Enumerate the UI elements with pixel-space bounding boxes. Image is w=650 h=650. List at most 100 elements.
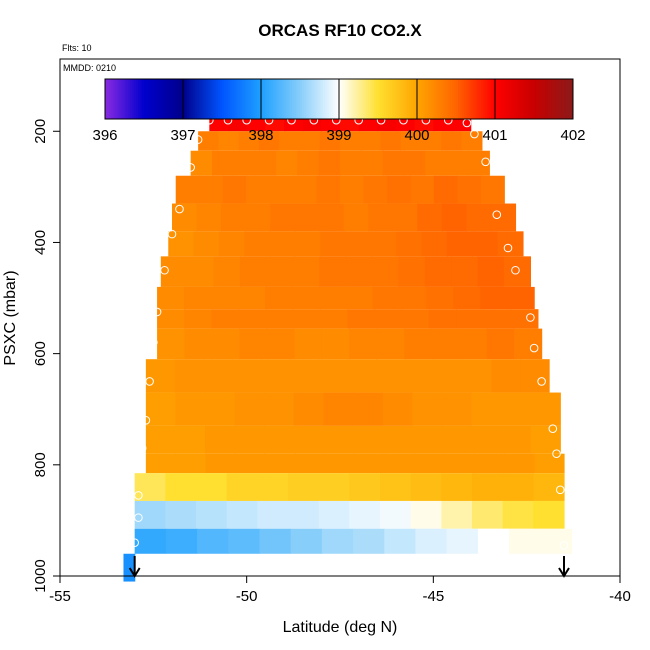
heatmap-cell [165,500,197,529]
y-tick-label: 400 [32,230,49,255]
sample-point [152,307,162,317]
colorbar-cell [350,79,354,119]
colorbar-cell [177,79,180,119]
colorbar-cell [368,79,371,119]
heatmap-cell [325,453,356,474]
colorbar-cell [366,79,369,119]
colorbar-cell [286,79,289,119]
colorbar-cell [426,79,430,119]
heatmap-cell [276,150,298,176]
heatmap-cell [392,203,418,232]
colorbar-cell [270,79,274,119]
colorbar-cell [278,79,281,119]
colorbar-cell [116,79,120,119]
colorbar-cell [537,79,541,119]
heatmap-cell [199,175,224,204]
heatmap-cell [540,528,573,554]
colorbar-cell [333,79,336,119]
heatmap-cell [174,359,205,393]
heatmap-cell [165,528,198,554]
colorbar-cell [428,79,432,119]
colorbar-cell [114,79,118,119]
sample-point [481,157,490,167]
heatmap-cell [410,473,442,501]
heatmap-cell [441,500,473,529]
colorbar-cell [179,79,182,119]
heatmap-cell [360,131,382,151]
sample-point [526,313,535,322]
colorbar-cell [290,79,293,119]
heatmap-cell [456,309,485,329]
colorbar-cell [140,79,143,119]
heatmap-cell [530,392,561,426]
colorbar-cell [430,79,434,119]
colorbar-cell [510,79,514,119]
colorbar-cell [202,79,205,119]
heatmap-cell [266,256,294,287]
colorbar-cell [526,79,529,119]
colorbar-cell [539,79,543,119]
heatmap-cell [374,309,403,329]
colorbar-cell [303,79,307,119]
heatmap-cell [376,328,405,360]
colorbar-cell [444,79,447,119]
heatmap-cell [468,150,490,176]
colorbar-cell [165,79,168,119]
colorbar-cell [274,79,278,119]
heatmap-cell [288,500,320,529]
colorbar-cell [399,79,402,119]
colorbar-cell [549,79,553,119]
colorbar-cell [233,79,237,119]
colorbar-cell [245,79,248,119]
heatmap-cell [291,286,320,310]
heatmap-cell [345,286,374,310]
heatmap-cell [258,131,280,151]
heatmap-cell [384,453,416,474]
colorbar-cell [448,79,451,119]
heatmap-cell [380,473,412,501]
heatmap-cell [157,309,185,329]
heatmap-cell [293,175,318,204]
colorbar-cell [181,79,184,119]
heatmap-cell [290,528,323,554]
colorbar-cell [122,79,125,119]
heatmap-cell [457,175,482,204]
heatmap-cell [472,473,504,501]
colorbar-cell [325,79,328,119]
colorbar-cell [222,79,225,119]
colorbar-tick-label: 398 [248,127,273,144]
colorbar-cell [157,79,161,119]
colorbar-cell [473,79,476,119]
heatmap-cell [238,309,267,329]
heatmap-cell [238,131,260,151]
sample-point [160,265,169,275]
colorbar-tick-label: 402 [560,127,585,144]
colorbar-cell [569,79,572,119]
heatmap-cell [232,359,262,393]
heatmap-cell [491,359,521,393]
heatmap-cell [453,286,481,310]
colorbar-cell [206,79,209,119]
heatmap-cell [175,392,206,426]
colorbar-cell [261,79,264,119]
colorbar-cell [391,79,395,119]
colorbar-cell [364,79,367,119]
colorbar-cell [504,79,508,119]
heatmap-cell [501,392,532,426]
heatmap-cell [295,453,326,474]
heatmap-cell [345,256,373,287]
heatmap-cell [145,392,177,426]
colorbar-cell [374,79,377,119]
heatmap-cell [421,231,448,257]
x-axis-label: Latitude (deg N) [283,619,398,636]
colorbar-cell [110,79,114,119]
heatmap-cell [264,392,295,426]
colorbar-cell [524,79,527,119]
colorbar-cell [307,79,311,119]
sample-point [186,163,195,172]
colorbar-cell [547,79,551,119]
heatmap-cell [212,150,234,176]
heatmap-cell [404,328,433,360]
heatmap-cell [196,500,228,529]
colorbar-cell [144,79,147,119]
